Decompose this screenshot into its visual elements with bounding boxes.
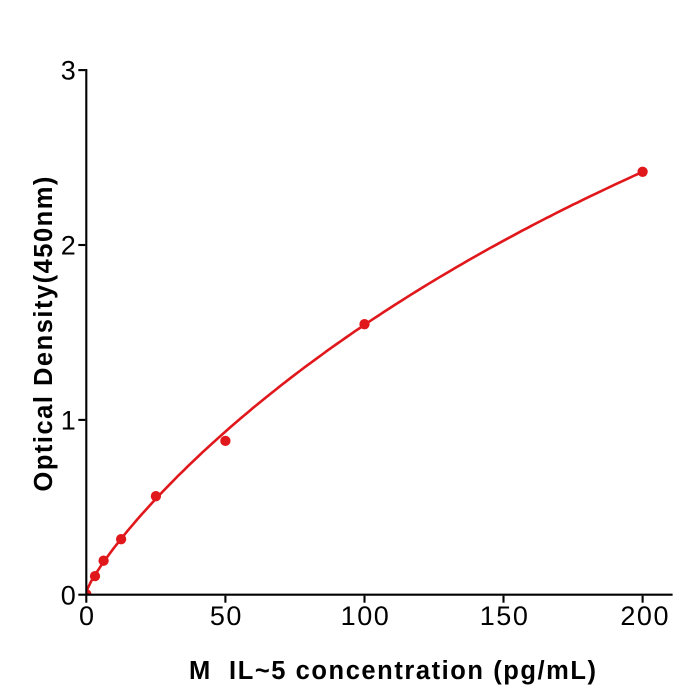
svg-text:3: 3 [61,56,76,86]
svg-text:200: 200 [620,601,670,631]
svg-text:150: 150 [480,601,530,631]
svg-text:M IL~5 concentration (pg/mL): M IL~5 concentration (pg/mL) [189,657,598,685]
svg-text:Optical Density(450nm): Optical Density(450nm) [30,175,58,491]
svg-text:100: 100 [341,601,391,631]
svg-text:2: 2 [61,231,76,261]
svg-text:0: 0 [79,601,96,631]
svg-text:0: 0 [61,580,76,610]
svg-text:1: 1 [61,405,76,435]
svg-text:50: 50 [210,601,243,631]
